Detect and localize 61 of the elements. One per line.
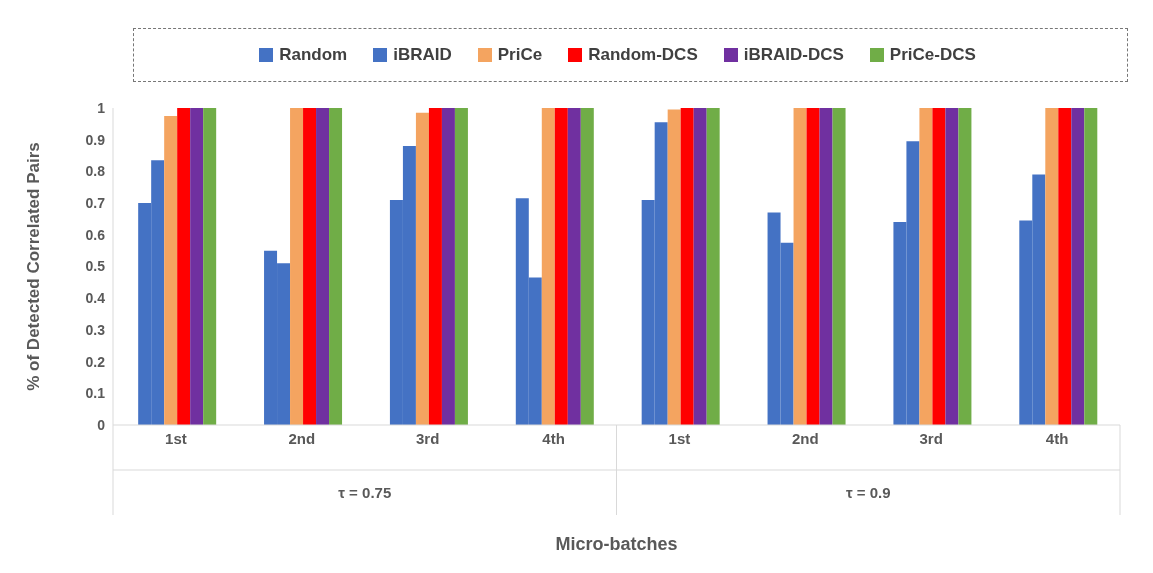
bar bbox=[580, 108, 594, 425]
y-tick-label: 0.3 bbox=[85, 321, 106, 338]
legend-label: iBRAID bbox=[393, 45, 452, 65]
y-tick-label: 0.1 bbox=[85, 385, 106, 402]
y-tick-label: 0.2 bbox=[85, 353, 106, 370]
y-tick-label: 0.9 bbox=[85, 131, 106, 148]
bar bbox=[806, 108, 820, 425]
x-tick-label: 4th bbox=[1045, 429, 1069, 447]
bar bbox=[819, 108, 833, 425]
bar bbox=[832, 108, 846, 425]
bar bbox=[329, 108, 343, 425]
y-tick-label: 0.4 bbox=[85, 290, 106, 307]
bar bbox=[793, 108, 807, 425]
bar bbox=[554, 108, 568, 425]
y-axis-title: % of Detected Correlated Pairs bbox=[24, 142, 44, 391]
x-tick-label: 2nd bbox=[791, 429, 819, 447]
bar bbox=[680, 108, 694, 425]
bar bbox=[164, 115, 178, 425]
bar bbox=[932, 108, 946, 425]
legend-label: PriCe bbox=[497, 45, 543, 65]
y-tick-label: 0.6 bbox=[85, 226, 106, 243]
bar bbox=[415, 112, 429, 425]
bar bbox=[945, 108, 959, 425]
bar bbox=[919, 108, 933, 425]
bar bbox=[190, 108, 204, 425]
bar bbox=[958, 108, 972, 425]
bar bbox=[1071, 108, 1085, 425]
bar bbox=[316, 108, 330, 425]
y-tick-label: 0.8 bbox=[85, 163, 106, 180]
bar bbox=[203, 108, 217, 425]
bar bbox=[441, 108, 455, 425]
bar bbox=[1058, 108, 1072, 425]
y-tick-label: 0 bbox=[97, 416, 106, 433]
x-tick-label: 1st bbox=[668, 429, 691, 447]
bar bbox=[567, 108, 581, 425]
x-tick-label: 3rd bbox=[416, 429, 440, 447]
bar bbox=[541, 108, 555, 425]
bar bbox=[667, 109, 681, 425]
x-axis-title: Micro-batches bbox=[555, 534, 678, 554]
x-tick-label: 3rd bbox=[919, 429, 943, 447]
bar bbox=[706, 108, 720, 425]
x-tick-label: 2nd bbox=[288, 429, 316, 447]
legend-label: Random-DCS bbox=[588, 45, 698, 65]
legend-label: PriCe-DCS bbox=[889, 45, 976, 65]
bar bbox=[177, 108, 191, 425]
bar bbox=[1084, 108, 1098, 425]
bar bbox=[1045, 108, 1059, 425]
x-tick-label: 4th bbox=[542, 429, 565, 447]
x-tick-label: 1st bbox=[165, 429, 187, 447]
text: τ = 0.9 bbox=[845, 484, 891, 501]
y-tick-label: 1 bbox=[97, 99, 106, 116]
bar bbox=[454, 108, 468, 425]
bar bbox=[693, 108, 707, 425]
legend-label: Random bbox=[279, 45, 348, 65]
bar bbox=[303, 108, 317, 425]
bar bbox=[428, 108, 442, 425]
bar bbox=[290, 108, 304, 425]
y-tick-label: 0.7 bbox=[85, 195, 106, 212]
y-tick-label: 0.5 bbox=[85, 258, 106, 275]
text: τ = 0.75 bbox=[338, 484, 392, 501]
legend-label: iBRAID-DCS bbox=[743, 45, 844, 65]
